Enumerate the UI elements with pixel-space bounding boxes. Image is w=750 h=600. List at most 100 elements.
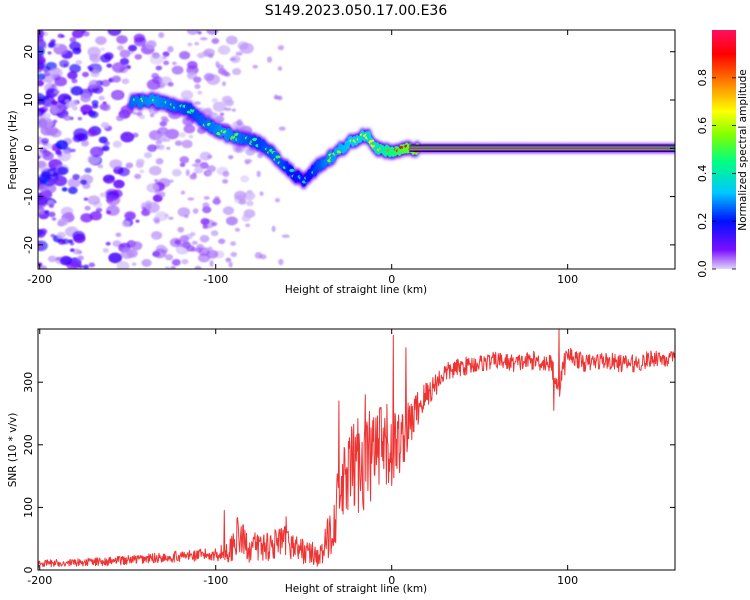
noise-blob	[111, 189, 123, 198]
noise-blob	[236, 119, 243, 127]
noise-blob	[64, 211, 74, 219]
noise-blob	[192, 208, 199, 214]
noise-blob	[38, 184, 49, 192]
noise-blob	[133, 36, 147, 47]
noise-blob	[42, 65, 51, 73]
noise-blob	[38, 35, 44, 43]
noise-blob	[64, 99, 70, 103]
noise-blob	[225, 35, 238, 45]
noise-blob	[162, 51, 170, 57]
snr-y-label: SNR (10 * v/v)	[7, 413, 19, 488]
noise-blob	[77, 255, 84, 261]
noise-blob	[180, 90, 194, 100]
noise-blob	[181, 139, 193, 149]
colorbar-tick-label: 0.0	[696, 260, 709, 278]
noise-blob	[71, 106, 78, 111]
noise-blob	[194, 265, 202, 269]
noise-blob	[57, 103, 64, 109]
noise-blob	[38, 65, 43, 73]
noise-blob	[87, 195, 101, 205]
noise-blob	[82, 264, 89, 269]
noise-blob	[199, 235, 210, 243]
noise-blob	[171, 65, 184, 75]
noise-blob	[230, 241, 237, 246]
noise-blob	[177, 226, 185, 233]
noise-blob	[223, 107, 232, 111]
noise-blob	[194, 83, 201, 90]
noise-blob	[278, 258, 284, 266]
noise-blob	[191, 247, 197, 252]
y-tick-label: 300	[22, 372, 35, 393]
noise-blob	[102, 248, 110, 253]
noise-blob	[204, 107, 212, 114]
noise-blob	[162, 56, 167, 60]
noise-blob	[88, 262, 96, 268]
noise-blob	[71, 148, 76, 153]
noise-blob	[45, 143, 53, 149]
noise-blob	[245, 223, 251, 228]
snr-x-label: Height of straight line (km)	[285, 583, 427, 595]
noise-blob	[238, 198, 247, 205]
noise-blob	[139, 114, 146, 120]
noise-blob	[147, 144, 157, 152]
noise-blob	[91, 100, 99, 106]
noise-blob	[224, 72, 231, 77]
y-tick-label: 100	[22, 497, 35, 518]
noise-blob	[181, 241, 191, 249]
noise-blob	[87, 154, 100, 165]
noise-blob	[90, 70, 100, 78]
noise-blob	[69, 100, 78, 107]
y-tick-label: -20	[22, 236, 35, 254]
noise-blob	[112, 91, 123, 100]
noise-blob	[38, 111, 42, 117]
noise-blob	[38, 79, 45, 87]
noise-blob	[193, 76, 202, 83]
noise-blob	[145, 200, 152, 206]
noise-blob	[78, 264, 84, 269]
noise-blob	[206, 171, 212, 176]
noise-blob	[177, 243, 186, 247]
noise-blob	[243, 191, 256, 201]
noise-blob	[259, 191, 264, 196]
snr-y-ticks: 0 100 200 300	[22, 372, 675, 574]
noise-blob	[159, 191, 166, 198]
noise-blob	[202, 202, 210, 209]
noise-blob	[211, 98, 218, 103]
noise-blob	[72, 134, 83, 143]
noise-blob	[69, 41, 81, 51]
noise-blob	[52, 119, 58, 124]
figure-title: S149.2023.050.17.00.E36	[265, 3, 448, 19]
noise-blob	[69, 63, 81, 73]
noise-blob	[235, 146, 242, 152]
colorbar-tick-label: 0.6	[696, 117, 709, 135]
spectrogram-noise	[38, 30, 290, 269]
noise-blob	[100, 47, 105, 51]
spectrogram-ridge	[129, 93, 675, 187]
noise-blob	[61, 187, 68, 192]
noise-blob	[54, 42, 61, 48]
colorbar-tick-label: 0.4	[696, 165, 709, 183]
noise-blob	[38, 209, 44, 215]
noise-blob	[38, 40, 47, 51]
noise-blob	[167, 82, 174, 87]
noise-blob	[158, 32, 165, 39]
noise-blob	[48, 67, 63, 79]
noise-blob	[180, 190, 186, 195]
noise-blob	[185, 119, 192, 127]
noise-blob	[80, 94, 91, 103]
noise-blob	[211, 37, 220, 44]
noise-blob	[274, 198, 280, 203]
noise-blob	[84, 167, 92, 174]
noise-blob	[235, 51, 243, 56]
noise-blob	[56, 231, 66, 239]
noise-blob	[81, 71, 90, 78]
noise-blob	[55, 132, 61, 137]
noise-blob	[57, 166, 69, 176]
noise-blob	[166, 146, 171, 150]
noise-blob	[112, 140, 122, 148]
y-tick-label: 0	[22, 567, 35, 574]
noise-blob	[266, 56, 273, 63]
noise-blob	[55, 150, 62, 156]
colorbar: 0.0 0.2 0.4 0.6 0.8 Normalized spectral ampl…	[696, 30, 749, 278]
